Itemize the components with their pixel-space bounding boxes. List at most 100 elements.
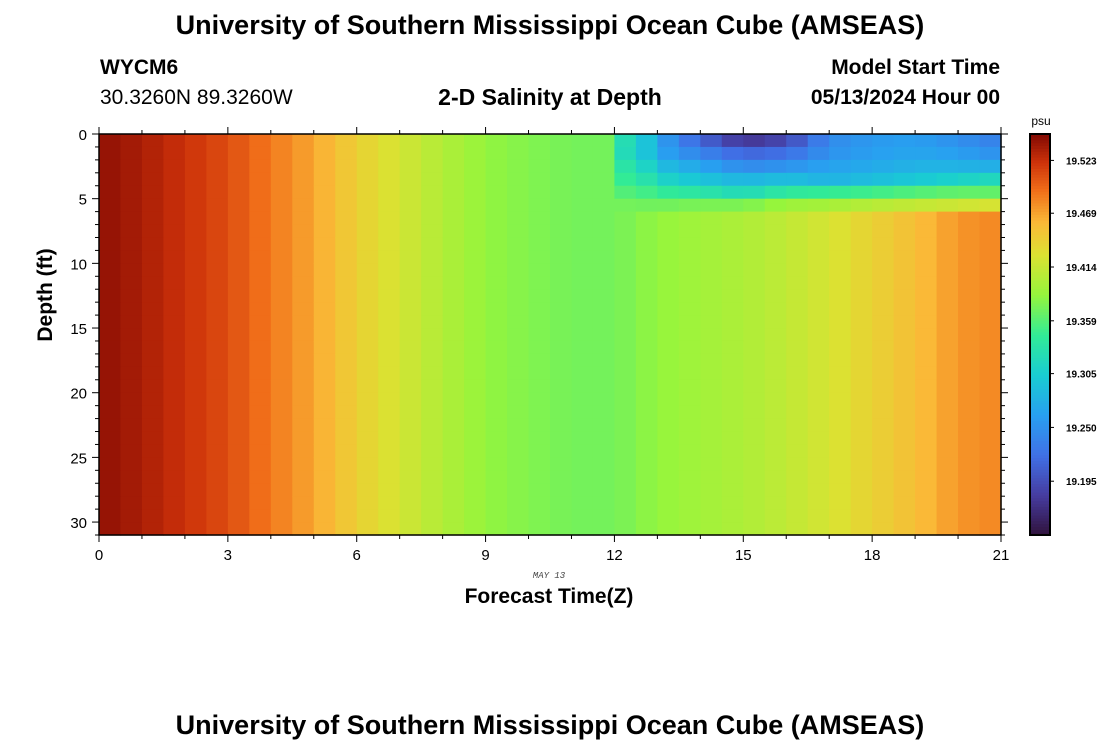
heatmap-cell [743, 392, 766, 407]
colorbar-swatch [1030, 320, 1050, 324]
heatmap-cell [206, 328, 229, 342]
heatmap-cell [442, 418, 465, 433]
heatmap-cell [313, 198, 336, 213]
heatmap-cell [249, 457, 272, 471]
heatmap-cell [721, 289, 744, 303]
heatmap-cell [764, 444, 787, 458]
heatmap-cell [184, 315, 207, 329]
heatmap-cell [335, 431, 358, 446]
heatmap-cell [141, 522, 165, 536]
heatmap-cell [249, 379, 272, 394]
heatmap-cell [421, 392, 444, 407]
heatmap-cell [485, 418, 508, 433]
heatmap-cell [184, 457, 207, 471]
heatmap-cell [184, 263, 207, 277]
heatmap-cell [163, 250, 186, 264]
heatmap-cell [850, 315, 873, 329]
heatmap-cell [99, 444, 122, 458]
heatmap-cell [528, 328, 551, 342]
heatmap-cell [571, 172, 594, 187]
heatmap-cell [378, 522, 401, 536]
heatmap-cell [807, 237, 830, 252]
colorbar-swatch [1030, 300, 1050, 304]
heatmap-cell [163, 405, 186, 420]
heatmap-cell [528, 379, 551, 394]
heatmap-cell [99, 185, 122, 200]
heatmap-cell [292, 418, 315, 433]
colorbar-swatch [1030, 151, 1050, 155]
heatmap-cell [829, 392, 852, 407]
heatmap-cell [249, 211, 272, 226]
heatmap-cell [335, 237, 358, 252]
heatmap-cell [721, 134, 744, 148]
heatmap-cell [464, 146, 487, 161]
heatmap-cell [421, 328, 444, 342]
heatmap-cell [764, 289, 787, 303]
heatmap-cell [485, 470, 508, 484]
heatmap-cell [163, 276, 186, 290]
heatmap-cell [227, 250, 250, 264]
heatmap-cell [958, 353, 981, 368]
heatmap-cell [893, 211, 916, 226]
heatmap-cell [807, 522, 830, 536]
heatmap-cell [807, 444, 830, 458]
heatmap-cell [850, 496, 873, 510]
heatmap-cell [614, 366, 637, 381]
heatmap-cell [335, 302, 358, 316]
heatmap-cell [893, 405, 916, 420]
heatmap-cell [184, 185, 207, 200]
heatmap-cell [442, 263, 465, 277]
colorbar-swatch [1030, 400, 1050, 404]
heatmap-cell [936, 263, 959, 277]
heatmap-cell [206, 211, 229, 226]
colorbar-swatch [1030, 217, 1050, 221]
heatmap-cell [550, 392, 573, 407]
heatmap-cell [184, 522, 207, 536]
heatmap-cell [163, 483, 186, 497]
heatmap-cell [721, 431, 744, 446]
heatmap-cell [227, 302, 250, 316]
heatmap-cell [936, 405, 959, 420]
heatmap-cell [399, 418, 422, 433]
heatmap-cell [635, 392, 658, 407]
heatmap-cell [872, 159, 895, 174]
heatmap-cell [206, 379, 229, 394]
heatmap-cell [464, 289, 487, 303]
heatmap-cell [184, 224, 207, 239]
heatmap-cell [614, 509, 637, 523]
heatmap-cell [614, 224, 637, 239]
colorbar-swatch [1030, 274, 1050, 278]
heatmap-cell [764, 379, 787, 394]
heatmap-cell [657, 457, 680, 471]
heatmap-cell [421, 224, 444, 239]
heatmap-cell [614, 289, 637, 303]
heatmap-cell [270, 444, 293, 458]
heatmap-cell [700, 134, 723, 148]
heatmap-cell [678, 185, 701, 200]
heatmap-cell [227, 496, 250, 510]
heatmap-cell [592, 146, 616, 161]
colorbar-swatch [1030, 188, 1050, 192]
heatmap-cell [313, 340, 336, 355]
heatmap-cell [614, 457, 637, 471]
heatmap-cell [99, 224, 122, 239]
heatmap-cell [743, 276, 766, 290]
heatmap-cell [421, 444, 444, 458]
heatmap-cell [721, 522, 744, 536]
heatmap-cell [592, 315, 616, 329]
heatmap-cell [378, 379, 401, 394]
heatmap-cell [635, 328, 658, 342]
heatmap-cell [829, 276, 852, 290]
heatmap-cell [721, 379, 744, 394]
heatmap-cell [872, 302, 895, 316]
heatmap-cell [99, 353, 122, 368]
heatmap-cell [571, 198, 594, 213]
heatmap-cell [807, 224, 830, 239]
heatmap-cell [99, 211, 122, 226]
heatmap-cell [571, 224, 594, 239]
colorbar-swatch [1030, 480, 1050, 485]
heatmap-cell [829, 263, 852, 277]
heatmap-cell [120, 328, 143, 342]
heatmap-cell [292, 340, 315, 355]
heatmap-cell [635, 509, 658, 523]
